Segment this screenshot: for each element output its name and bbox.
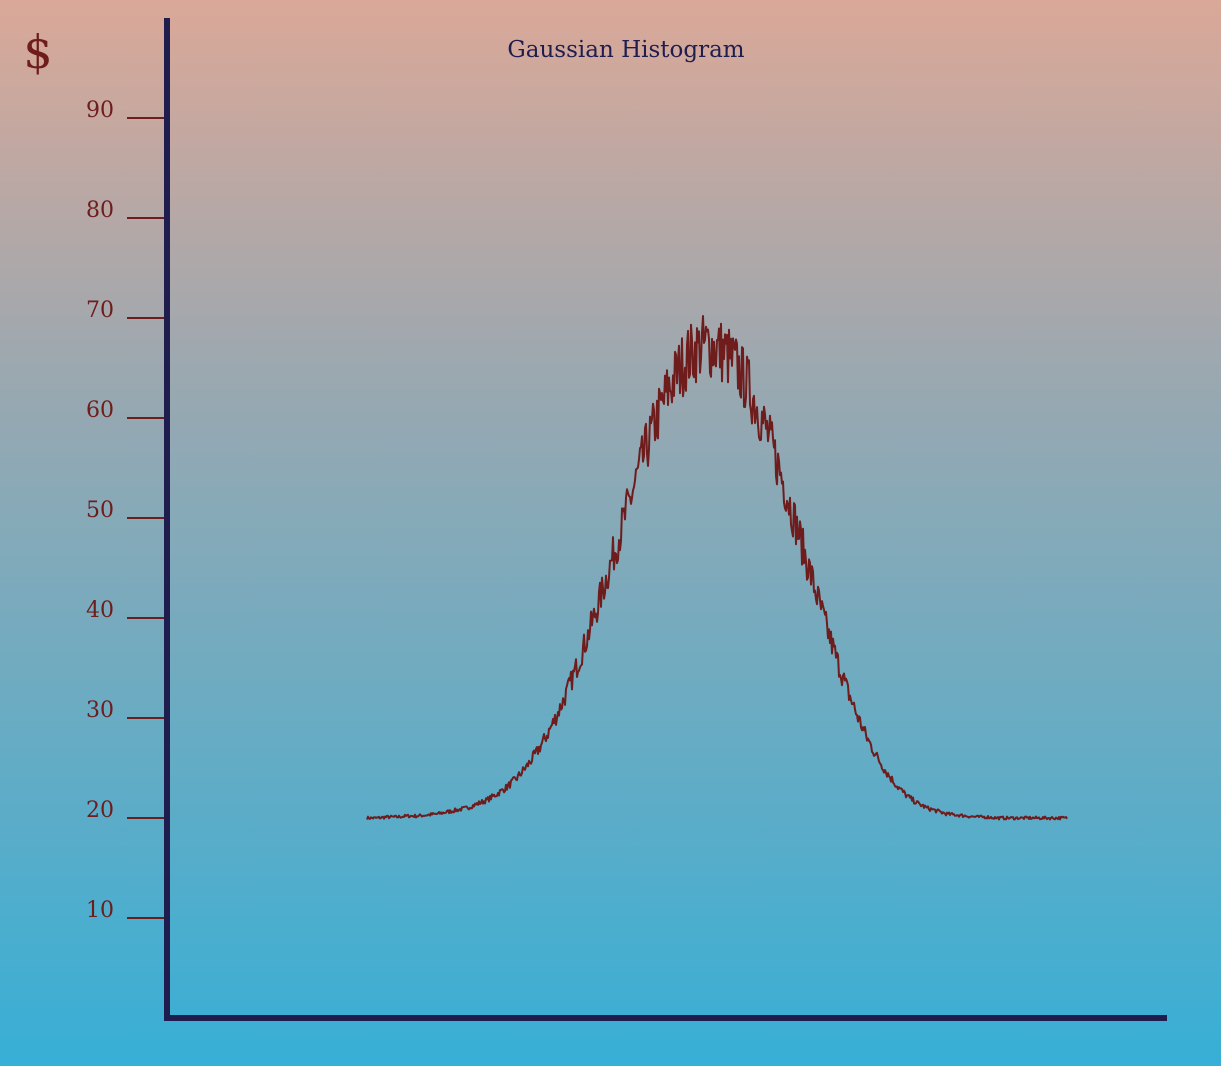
series-layer — [366, 315, 1068, 821]
y-tick-label: 60 — [86, 398, 114, 423]
y-tick-label: 40 — [86, 598, 114, 623]
y-tick-label: 80 — [86, 198, 114, 223]
y-tick-label: 90 — [86, 98, 114, 123]
y-tick-label: 20 — [86, 798, 114, 823]
y-tick-label: 50 — [86, 498, 114, 523]
y-tick-label: 70 — [86, 298, 114, 323]
series-line-0 — [366, 315, 1068, 821]
y-axis-unit-label: $ — [23, 25, 52, 79]
y-axis-ticks: 10 20 30 40 50 60 70 80 90 — [86, 98, 165, 923]
chart-title: Gaussian Histogram — [507, 37, 744, 63]
y-tick-label: 10 — [86, 898, 114, 923]
y-tick-label: 30 — [86, 698, 114, 723]
